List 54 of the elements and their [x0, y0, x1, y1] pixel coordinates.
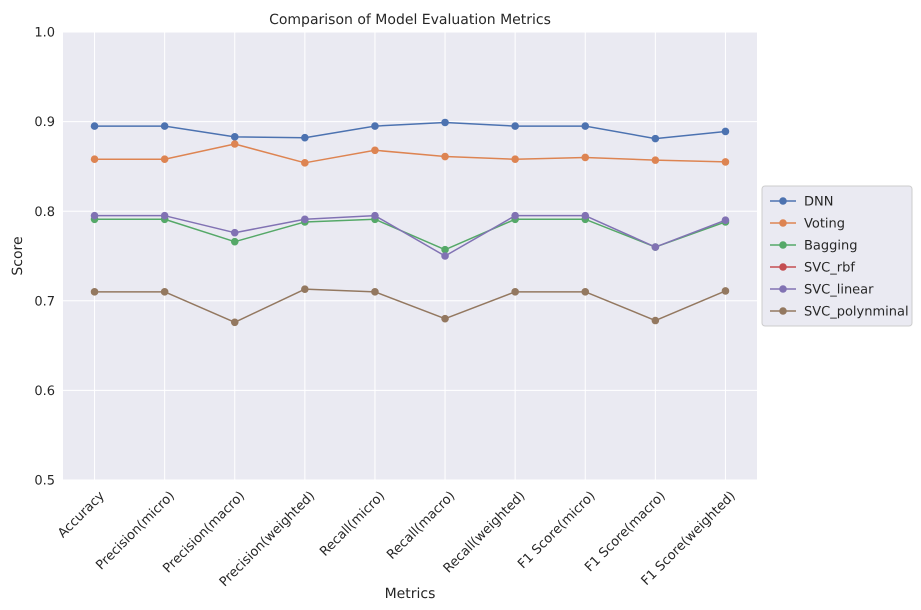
point	[511, 155, 519, 164]
point	[230, 318, 239, 326]
point	[90, 212, 98, 220]
point	[581, 122, 590, 130]
point	[581, 288, 590, 296]
point	[371, 212, 379, 220]
point	[160, 155, 168, 164]
legend-label: SVC_polynminal	[804, 304, 909, 320]
point	[581, 154, 590, 162]
legend-label: DNN	[804, 194, 834, 210]
y-tick-label: 0.6	[34, 384, 55, 399]
y-tick-label: 0.5	[34, 474, 55, 489]
legend-label: Bagging	[804, 238, 858, 254]
y-tick-label: 0.9	[34, 115, 55, 130]
legend-label: SVC_linear	[804, 282, 874, 298]
point	[652, 134, 660, 142]
point	[230, 228, 239, 237]
point	[90, 288, 98, 296]
point	[722, 287, 730, 295]
point	[441, 152, 449, 160]
point	[722, 128, 730, 136]
point	[301, 134, 309, 142]
point	[301, 285, 309, 293]
point	[160, 288, 168, 296]
point	[230, 140, 239, 148]
point	[511, 122, 519, 130]
point	[722, 158, 730, 166]
point	[230, 133, 239, 141]
point	[441, 118, 449, 126]
point	[371, 122, 379, 130]
chart-title: Comparison of Model Evaluation Metrics	[269, 12, 551, 28]
legend-label: Voting	[804, 216, 846, 232]
point	[90, 122, 98, 130]
point	[90, 155, 98, 164]
y-tick-label: 0.7	[34, 294, 55, 310]
point	[371, 288, 379, 296]
point	[230, 238, 239, 246]
point	[581, 212, 590, 220]
point	[441, 252, 449, 260]
point	[160, 212, 168, 220]
point	[511, 288, 519, 296]
point	[441, 314, 449, 323]
y-axis-title: Score	[10, 236, 26, 276]
point	[652, 316, 660, 324]
point	[301, 159, 309, 167]
y-tick-label: 1.0	[34, 26, 55, 41]
point	[652, 156, 660, 164]
point	[371, 146, 379, 154]
legend-label: SVC_rbf	[804, 260, 856, 276]
point	[301, 215, 309, 224]
point	[160, 122, 168, 130]
y-tick-label: 0.8	[34, 204, 55, 220]
point	[511, 212, 519, 220]
x-axis-title: Metrics	[384, 586, 436, 602]
